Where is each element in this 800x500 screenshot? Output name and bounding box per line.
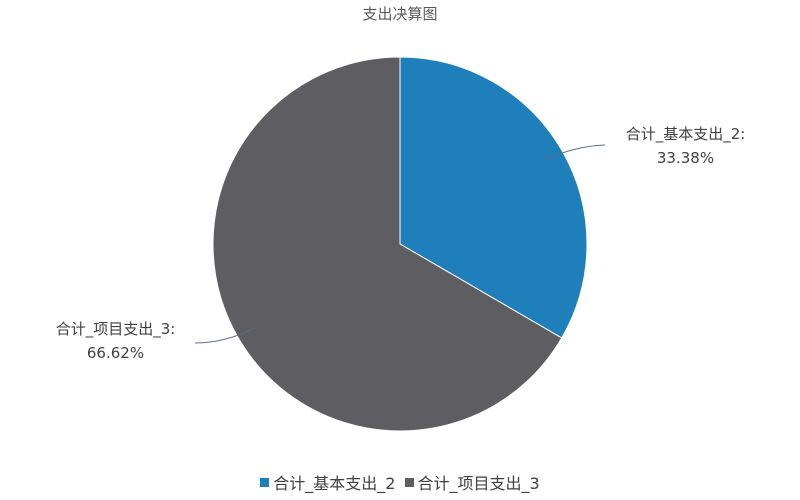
data-label-basic: 合计_基本支出_2: 33.38% (598, 122, 773, 170)
legend-swatch (260, 477, 270, 487)
pie-slice (212, 56, 563, 432)
leader-line (544, 144, 606, 161)
legend-label: 合计_基本支出_2 (273, 474, 396, 493)
legend: 合计_基本支出_2 合计_项目支出_3 (0, 470, 800, 494)
data-label-name: 合计_基本支出_2: (625, 125, 746, 143)
data-label-value: 66.62% (86, 344, 145, 362)
legend-item-basic: 合计_基本支出_2 (260, 470, 395, 494)
data-label-project: 合计_项目支出_3: 66.62% (28, 317, 203, 365)
legend-label: 合计_项目支出_3 (417, 474, 540, 493)
legend-item-project: 合计_项目支出_3 (404, 470, 540, 494)
chart-title: 支出决算图 (362, 5, 438, 23)
legend-swatch (404, 477, 414, 487)
data-label-value: 33.38% (656, 149, 715, 167)
data-label-name: 合计_项目支出_3: (55, 320, 176, 338)
pie-slice (399, 56, 588, 339)
leader-line (194, 327, 256, 344)
